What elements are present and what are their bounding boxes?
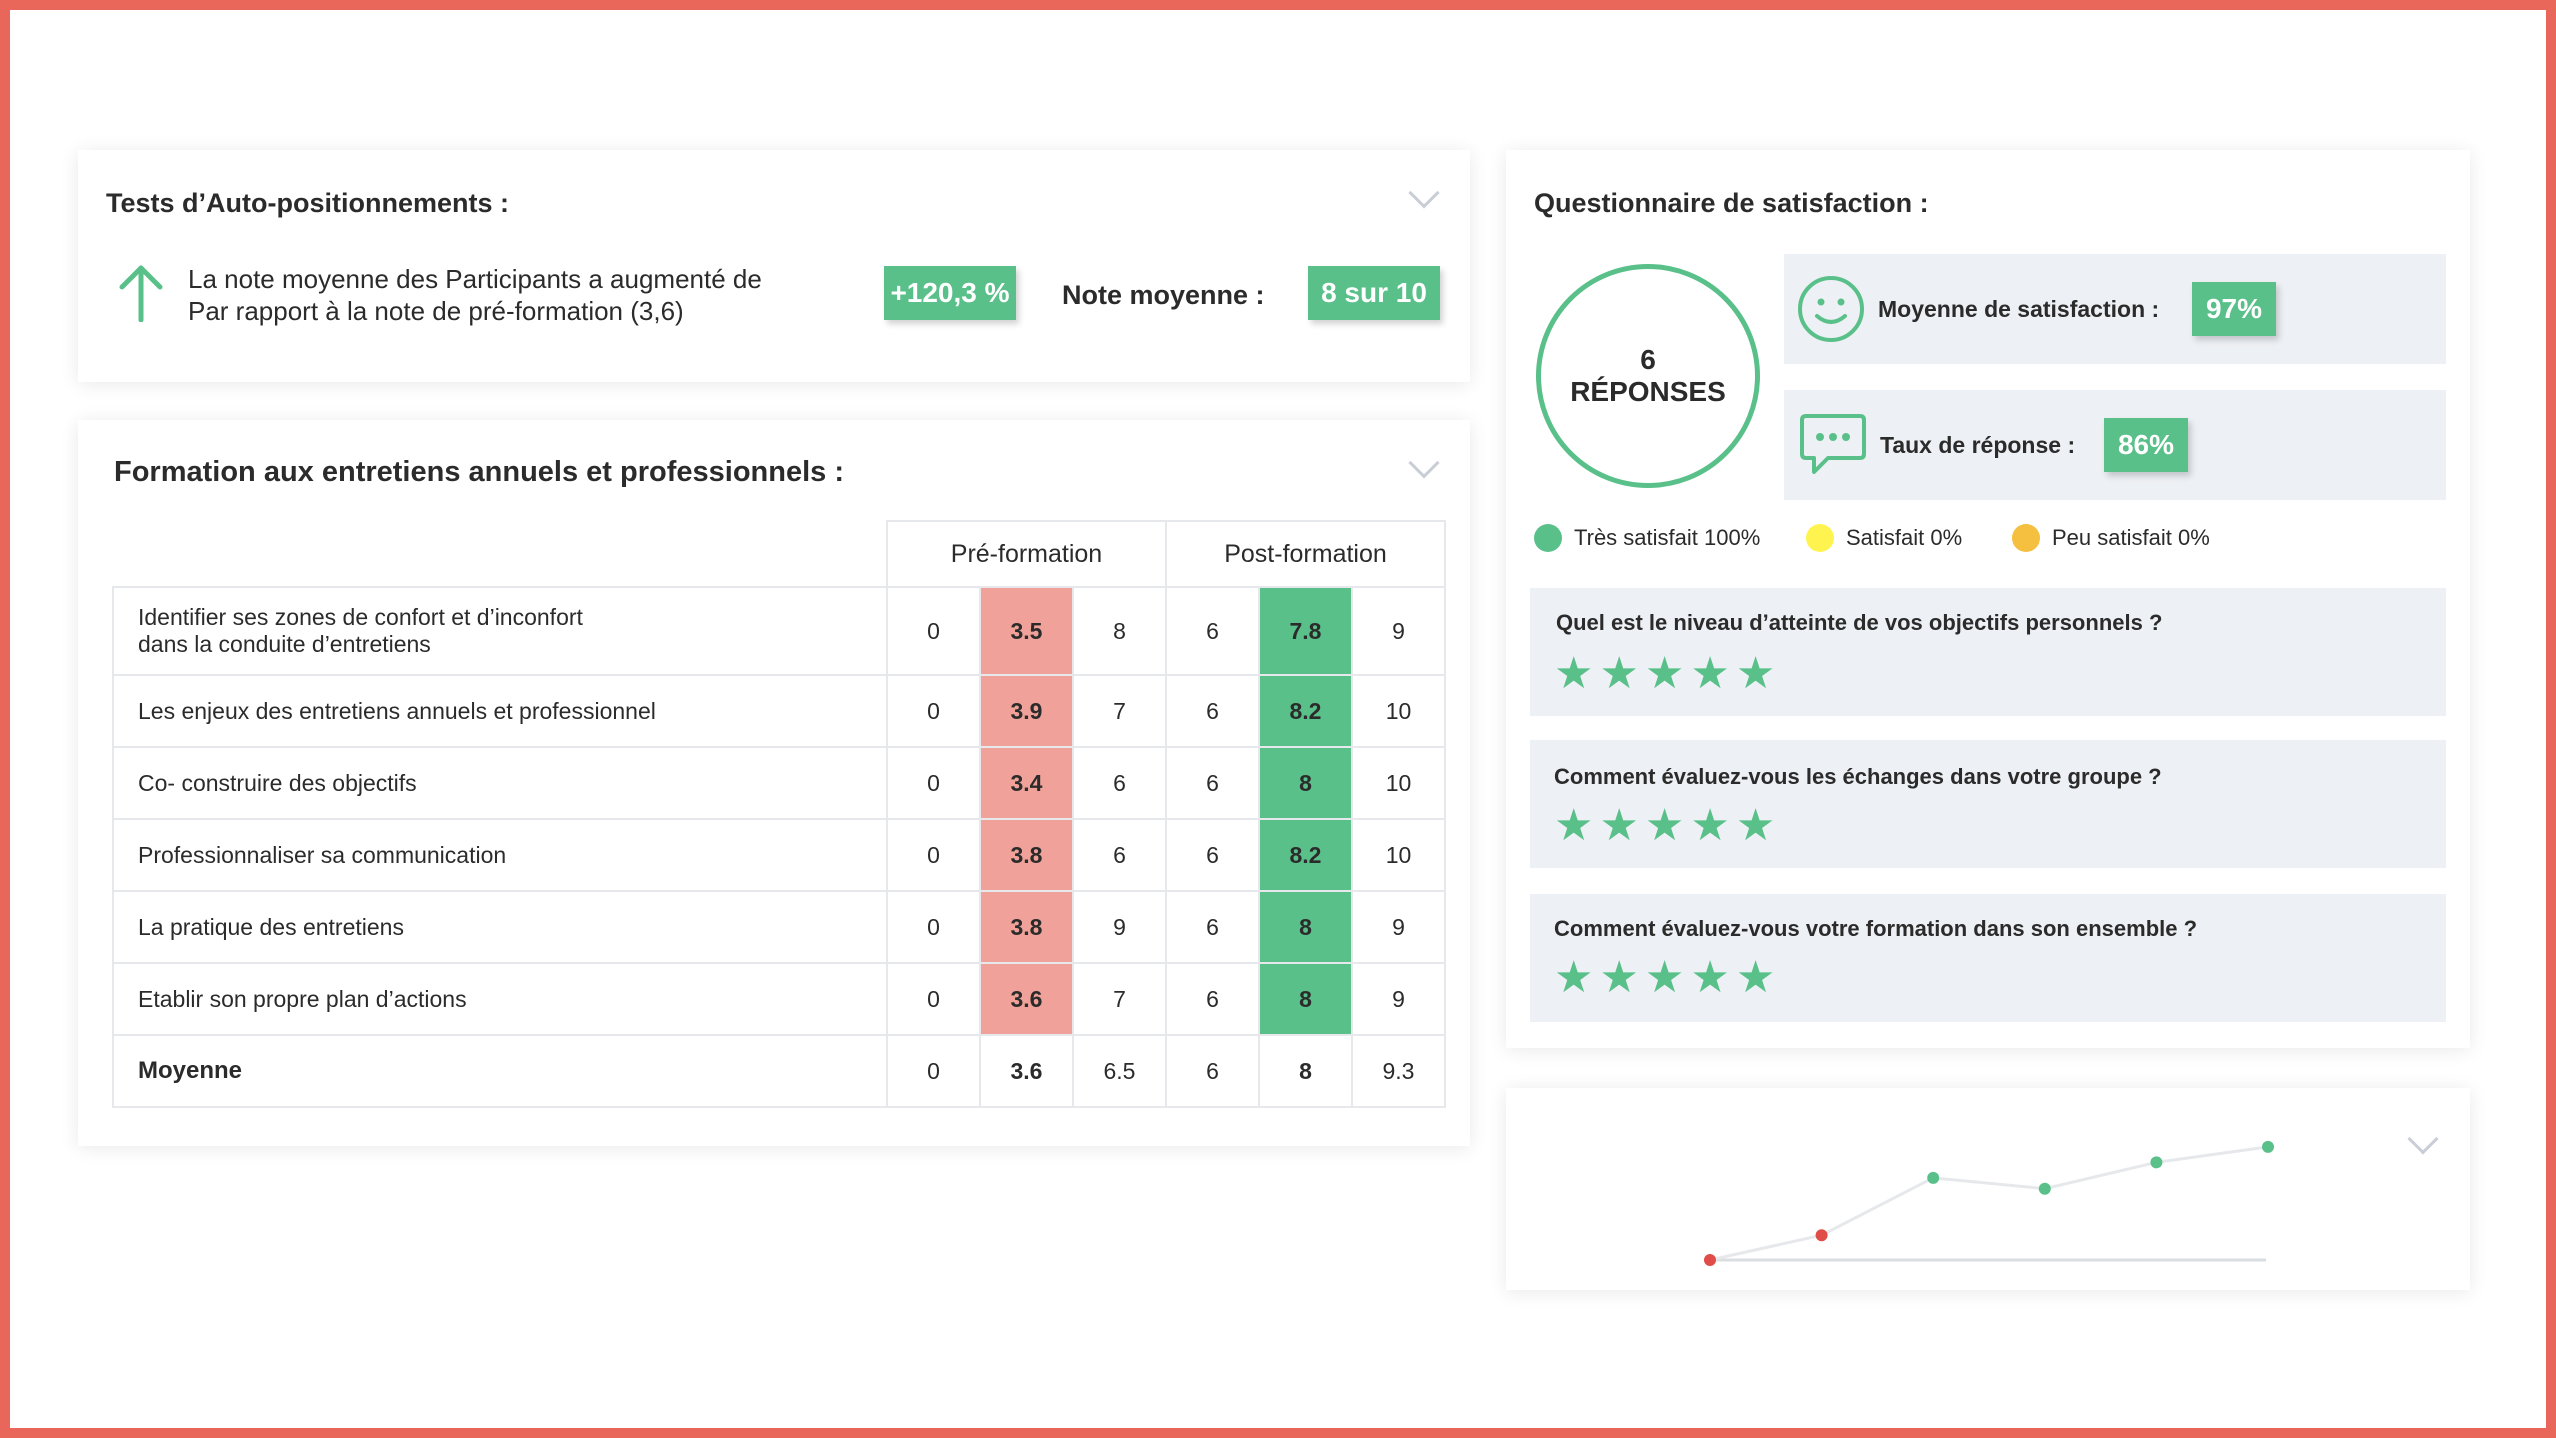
star-icon: ★ (1644, 801, 1685, 850)
star-rating: ★ ★ ★ ★ ★ (1554, 652, 1775, 696)
chart-point (1704, 1254, 1716, 1266)
chevron-down-icon[interactable] (1408, 177, 1440, 209)
legend-peu-satisfait: Peu satisfait 0% (2012, 524, 2210, 552)
question-box: Comment évaluez-vous les échanges dans v… (1530, 740, 2446, 868)
satisfaction-title: Questionnaire de satisfaction : (1534, 188, 1929, 218)
star-icon: ★ (1690, 801, 1730, 850)
increase-badge: +120,3 % (884, 266, 1016, 320)
responses-label: RÉPONSES (1570, 376, 1726, 407)
table-row: Identifier ses zones de confort et d’inc… (112, 586, 1446, 676)
chart-point (2262, 1140, 2274, 1153)
arrow-up-icon (119, 265, 163, 322)
note-label: Note moyenne : (1062, 280, 1265, 310)
chart-point (2150, 1156, 2163, 1169)
table-row: Professionnaliser sa communication 0 3.8… (112, 818, 1446, 892)
auto-test-card: Tests d’Auto-positionnements : La note m… (78, 150, 1470, 382)
table-row: Etablir son propre plan d’actions 0 3.6 … (112, 962, 1446, 1036)
mean-satisfaction-badge: 97% (2192, 282, 2276, 336)
formation-table: Pré-formation Post-formation Identifier … (112, 520, 1446, 1108)
responses-count: 6 (1640, 344, 1656, 375)
legend-tres-satisfait: Très satisfait 100% (1534, 524, 1760, 552)
star-icon: ★ (1599, 801, 1639, 850)
pre-formation-header: Pré-formation (886, 520, 1167, 588)
mean-satisfaction-box: Moyenne de satisfaction : 97% (1784, 254, 2446, 364)
star-icon: ★ (1554, 649, 1594, 698)
table-row: La pratique des entretiens 0 3.8 9 6 8 9 (112, 890, 1446, 964)
star-icon: ★ (1690, 649, 1730, 698)
question-box: Comment évaluez-vous votre formation dan… (1530, 894, 2446, 1022)
formation-title: Formation aux entretiens annuels et prof… (114, 456, 844, 488)
response-rate-badge: 86% (2104, 418, 2188, 472)
responses-circle: 6 RÉPONSES (1536, 264, 1760, 488)
green-dot-icon (1534, 524, 1562, 552)
mean-satisfaction-label: Moyenne de satisfaction : (1878, 296, 2160, 322)
star-icon: ★ (1554, 953, 1594, 1002)
chart-point (1927, 1171, 1940, 1184)
star-icon: ★ (1644, 649, 1685, 698)
question-box: Quel est le niveau d’atteinte de vos obj… (1530, 588, 2446, 716)
trend-chart-card (1506, 1088, 2470, 1290)
response-rate-label: Taux de réponse : (1880, 432, 2076, 458)
star-icon: ★ (1690, 953, 1730, 1002)
star-icon: ★ (1735, 953, 1776, 1002)
chart-point (1815, 1229, 1828, 1242)
auto-test-title: Tests d’Auto-positionnements : (106, 188, 509, 218)
star-icon: ★ (1554, 801, 1594, 850)
table-average-row: Moyenne 0 3.6 6.5 6 8 9.3 (112, 1034, 1446, 1108)
question-text: Comment évaluez-vous les échanges dans v… (1554, 764, 2162, 789)
smiley-icon (1798, 276, 1864, 342)
star-icon: ★ (1644, 953, 1685, 1002)
question-text: Quel est le niveau d’atteinte de vos obj… (1556, 610, 2163, 635)
chart-point (2038, 1182, 2051, 1195)
table-row: Co- construire des objectifs 0 3.4 6 6 8… (112, 746, 1446, 820)
note-badge: 8 sur 10 (1308, 266, 1440, 320)
yellow-dot-icon (1806, 524, 1834, 552)
question-text: Comment évaluez-vous votre formation dan… (1554, 916, 2198, 941)
auto-test-line1: La note moyenne des Participants a augme… (188, 264, 762, 294)
legend-satisfait: Satisfait 0% (1806, 524, 1962, 552)
response-rate-box: Taux de réponse : 86% (1784, 390, 2446, 500)
auto-test-line2: Par rapport à la note de pré-formation (… (188, 296, 684, 326)
star-rating: ★ ★ ★ ★ ★ (1554, 956, 1775, 1000)
chart-series-line (1709, 1145, 2269, 1262)
post-formation-header: Post-formation (1165, 520, 1446, 588)
star-rating: ★ ★ ★ ★ ★ (1554, 804, 1775, 848)
star-icon: ★ (1599, 649, 1639, 698)
satisfaction-card: Questionnaire de satisfaction : 6 RÉPONS… (1506, 150, 2470, 1048)
star-icon: ★ (1735, 649, 1776, 698)
star-icon: ★ (1735, 801, 1776, 850)
trend-chart (1704, 1140, 2274, 1266)
orange-dot-icon (2012, 524, 2040, 552)
star-icon: ★ (1599, 953, 1639, 1002)
chat-bubble-icon (1800, 414, 1866, 474)
table-row: Les enjeux des entretiens annuels et pro… (112, 674, 1446, 748)
